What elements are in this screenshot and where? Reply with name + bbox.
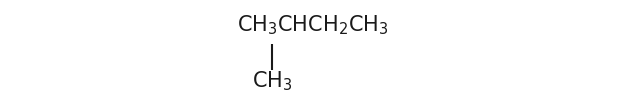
Text: $\mathregular{CH_3CHCH_2CH_3}$: $\mathregular{CH_3CHCH_2CH_3}$ <box>237 13 388 37</box>
Text: $\mathregular{CH_3}$: $\mathregular{CH_3}$ <box>252 69 292 93</box>
